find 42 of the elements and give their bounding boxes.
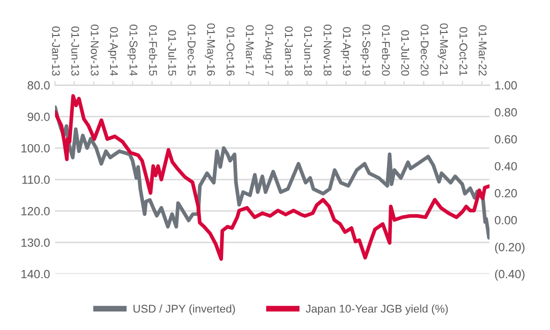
x-tick-label: 01-Jan-13 (52, 26, 60, 76)
y2-tick-label: 0.60 (494, 135, 517, 144)
x-tick-label: 01-Oct-16 (226, 27, 234, 76)
legend-label: Japan 10-Year JGB yield (%) (306, 304, 448, 315)
x-tick-label: 01-Sep-19 (360, 24, 370, 76)
x-tick-label: 01-Jun-18 (304, 26, 312, 76)
y2-tick-label: 0.80 (494, 108, 517, 116)
x-tick-label: 01-Apr-19 (340, 27, 351, 76)
x-tick-label: 01-Nov-13 (90, 24, 99, 76)
legend-label: USD / JPY (inverted) (134, 304, 235, 315)
x-tick-label: 01-May-21 (438, 23, 448, 76)
x-tick-label: 01-Mar-17 (246, 25, 254, 76)
x-tick-label: 01-Dec-15 (188, 24, 196, 76)
y-tick-label: 110.0 (22, 176, 50, 184)
x-tick-label: 01-Jun-13 (71, 26, 80, 76)
y2-tick-label: 0.20 (494, 189, 517, 198)
x-tick-label: 01-Sep-14 (127, 24, 138, 76)
line-series (55, 105, 490, 240)
y2-tick-label: (0.20) (495, 242, 524, 254)
x-tick-label: 01-Feb-15 (149, 25, 158, 76)
y-tick-label: 90.0 (28, 112, 50, 121)
y2-tick-label: 0.00 (494, 216, 517, 224)
y-tick-label: 80.0 (28, 81, 50, 90)
y2-tick-label: 0.40 (494, 162, 517, 170)
x-tick-label: 01-Aug-17 (263, 24, 274, 76)
x-tick-label: 01-May-16 (204, 23, 215, 76)
y-tick-label: 130.0 (22, 238, 50, 247)
y-tick-label: 120.0 (22, 207, 50, 216)
x-tick-label: 01-Jul-20 (401, 30, 410, 76)
x-tick-label: 01-Oct-21 (459, 27, 468, 76)
x-tick-label: 01-Jan-18 (284, 26, 293, 76)
x-tick-label: 01-Jul-15 (168, 30, 176, 76)
y-tick-label: 140.0 (22, 270, 50, 278)
x-tick-label: 01-Nov-18 (324, 24, 332, 76)
y2-tick-label: (0.40) (495, 270, 524, 281)
y-tick-label: 100.0 (22, 144, 50, 152)
x-tick-label: 01-Apr-14 (108, 27, 118, 76)
line-series (55, 94, 490, 261)
x-tick-label: 01-Dec-20 (420, 24, 429, 76)
x-tick-label: 01-Feb-20 (382, 25, 390, 76)
x-tick-label: 01-Mar-22 (478, 25, 487, 76)
y2-tick-label: 1.00 (495, 81, 517, 90)
